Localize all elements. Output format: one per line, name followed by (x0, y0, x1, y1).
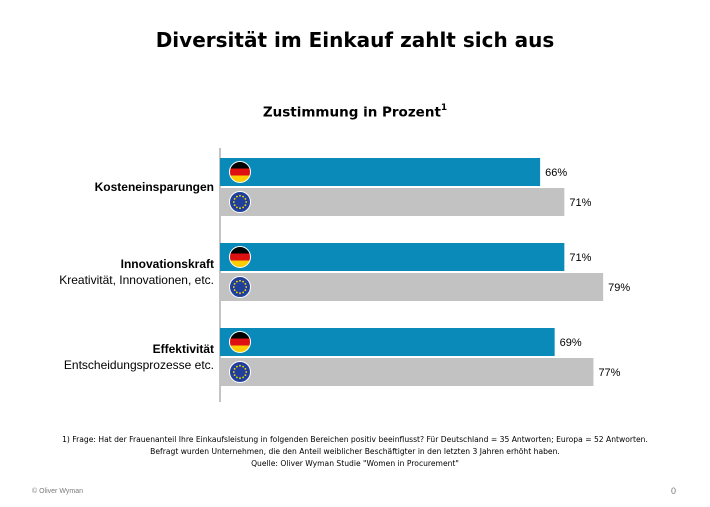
bar-de-1 (220, 158, 541, 186)
category-subtitle: Entscheidungsprozesse etc. (63, 358, 214, 372)
category-label-1: Kosteneinsparungen (95, 179, 214, 195)
chart-subtitle-text: Zustimmung in Prozent (262, 104, 441, 121)
data-label-eu-2: 79% (608, 282, 630, 294)
page-title: Diversität im Einkauf zahlt sich aus (155, 28, 555, 52)
footnote-marker: 1 (440, 103, 448, 113)
page-number: 0 (670, 486, 676, 496)
category-subtitle: Kreativität, Innovationen, etc. (59, 273, 214, 287)
eu-flag-icon (229, 191, 251, 213)
footnote-line-1: 1) Frage: Hat der Frauenanteil Ihre Eink… (62, 435, 648, 444)
bar-de-2 (220, 243, 565, 271)
category-label-3: Effektivität Entscheidungsprozesse etc. (64, 341, 214, 373)
eu-flag-icon (229, 276, 251, 298)
eu-flag-icon (229, 361, 251, 383)
germany-flag-icon (229, 161, 251, 183)
germany-flag-icon (229, 331, 251, 353)
bar-eu-2 (220, 273, 604, 301)
footnote-line-2: Befragt wurden Unternehmen, die den Ante… (150, 447, 560, 456)
data-label-eu-1: 71% (569, 197, 591, 209)
category-title: Innovationskraft (120, 257, 214, 271)
germany-flag-icon (229, 246, 251, 268)
data-label-de-3: 69% (560, 337, 582, 349)
bar-eu-1 (220, 188, 565, 216)
footnote-line-3: Quelle: Oliver Wyman Studie "Women in Pr… (251, 459, 459, 468)
footnote: 1) Frage: Hat der Frauenanteil Ihre Eink… (0, 434, 710, 470)
copyright-text: © Oliver Wyman (32, 488, 83, 495)
chart-subtitle: Zustimmung in Prozent1 (0, 103, 710, 121)
bar-eu-3 (220, 358, 594, 386)
data-label-de-1: 66% (545, 167, 567, 179)
bar-de-3 (220, 328, 555, 356)
category-title: Effektivität (152, 342, 214, 356)
data-label-eu-3: 77% (598, 367, 620, 379)
category-label-2: Innovationskraft Kreativität, Innovatione… (59, 256, 214, 288)
data-label-de-2: 71% (569, 252, 591, 264)
category-title: Kosteneinsparungen (94, 180, 214, 194)
